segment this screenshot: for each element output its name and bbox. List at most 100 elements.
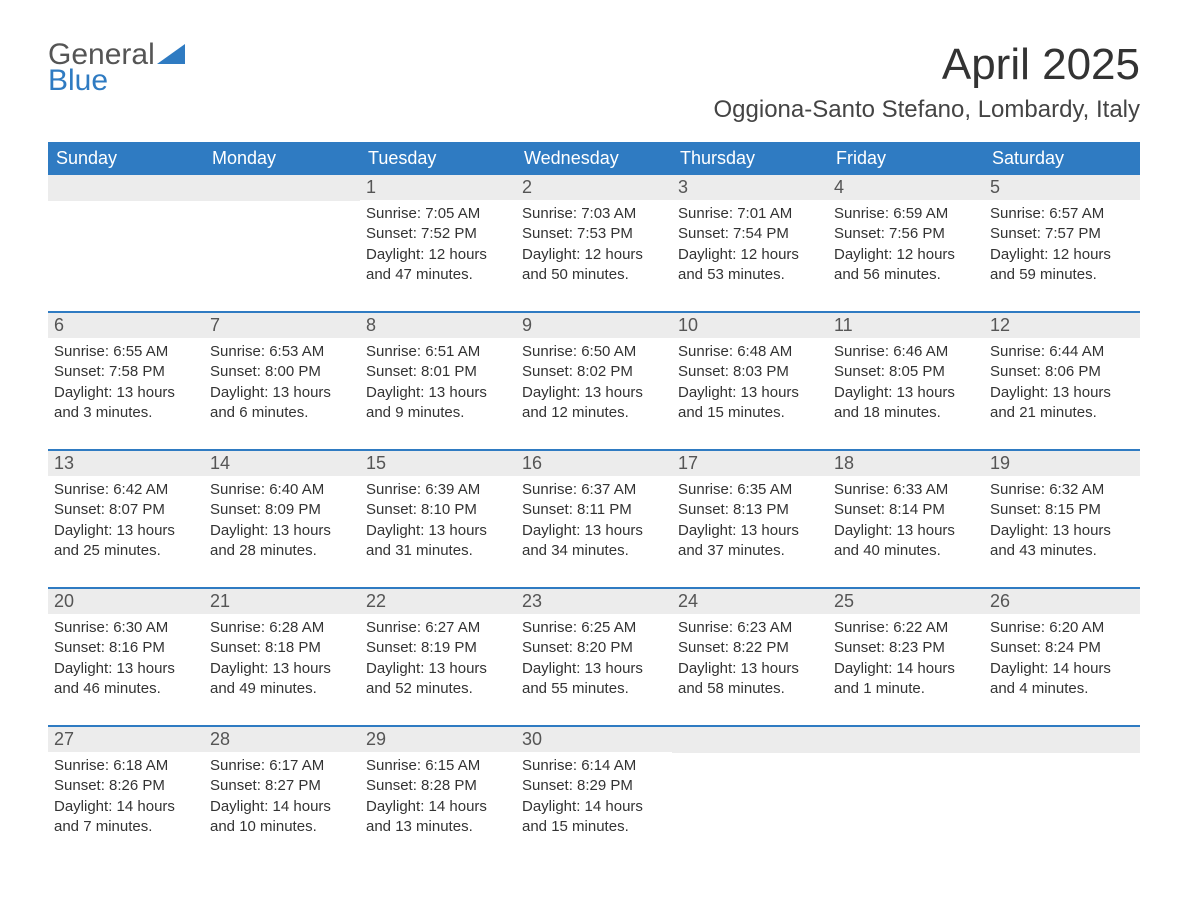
day-number: 26	[984, 589, 1140, 614]
sunset-text: Sunset: 8:06 PM	[990, 362, 1134, 382]
sunset-text: Sunset: 8:23 PM	[834, 638, 978, 658]
sunset-text: Sunset: 8:22 PM	[678, 638, 822, 658]
sunset-text: Sunset: 8:01 PM	[366, 362, 510, 382]
dow-monday: Monday	[204, 142, 360, 175]
sunrise-text: Sunrise: 6:23 AM	[678, 618, 822, 638]
sunset-text: Sunset: 8:13 PM	[678, 500, 822, 520]
day-number: 15	[360, 451, 516, 476]
sunrise-text: Sunrise: 6:44 AM	[990, 342, 1134, 362]
day-details: Sunrise: 6:14 AMSunset: 8:29 PMDaylight:…	[516, 752, 672, 847]
day-number: 11	[828, 313, 984, 338]
weeks-container: 1Sunrise: 7:05 AMSunset: 7:52 PMDaylight…	[48, 175, 1140, 853]
sunset-text: Sunset: 8:11 PM	[522, 500, 666, 520]
calendar: Sunday Monday Tuesday Wednesday Thursday…	[48, 142, 1140, 853]
sunset-text: Sunset: 8:10 PM	[366, 500, 510, 520]
sunset-text: Sunset: 8:18 PM	[210, 638, 354, 658]
day-details: Sunrise: 6:53 AMSunset: 8:00 PMDaylight:…	[204, 338, 360, 433]
calendar-day: 22Sunrise: 6:27 AMSunset: 8:19 PMDayligh…	[360, 589, 516, 715]
calendar-day	[828, 727, 984, 853]
calendar-day: 27Sunrise: 6:18 AMSunset: 8:26 PMDayligh…	[48, 727, 204, 853]
sunrise-text: Sunrise: 6:35 AM	[678, 480, 822, 500]
sunrise-text: Sunrise: 6:51 AM	[366, 342, 510, 362]
title-block: April 2025 Oggiona-Santo Stefano, Lombar…	[714, 40, 1140, 124]
sunset-text: Sunset: 8:15 PM	[990, 500, 1134, 520]
calendar-day: 6Sunrise: 6:55 AMSunset: 7:58 PMDaylight…	[48, 313, 204, 439]
dow-tuesday: Tuesday	[360, 142, 516, 175]
sunrise-text: Sunrise: 6:57 AM	[990, 204, 1134, 224]
day-number: 29	[360, 727, 516, 752]
sunset-text: Sunset: 7:56 PM	[834, 224, 978, 244]
day-number: 19	[984, 451, 1140, 476]
sunset-text: Sunset: 8:14 PM	[834, 500, 978, 520]
calendar-day: 13Sunrise: 6:42 AMSunset: 8:07 PMDayligh…	[48, 451, 204, 577]
daylight-text: Daylight: 12 hours and 56 minutes.	[834, 245, 978, 286]
sunset-text: Sunset: 8:27 PM	[210, 776, 354, 796]
sunset-text: Sunset: 7:54 PM	[678, 224, 822, 244]
day-details: Sunrise: 6:22 AMSunset: 8:23 PMDaylight:…	[828, 614, 984, 709]
sunrise-text: Sunrise: 6:25 AM	[522, 618, 666, 638]
calendar-week: 20Sunrise: 6:30 AMSunset: 8:16 PMDayligh…	[48, 587, 1140, 715]
calendar-day	[984, 727, 1140, 853]
sunset-text: Sunset: 8:20 PM	[522, 638, 666, 658]
day-details: Sunrise: 6:18 AMSunset: 8:26 PMDaylight:…	[48, 752, 204, 847]
day-details: Sunrise: 6:20 AMSunset: 8:24 PMDaylight:…	[984, 614, 1140, 709]
daylight-text: Daylight: 13 hours and 40 minutes.	[834, 521, 978, 562]
day-number: 4	[828, 175, 984, 200]
daylight-text: Daylight: 13 hours and 49 minutes.	[210, 659, 354, 700]
day-details: Sunrise: 6:17 AMSunset: 8:27 PMDaylight:…	[204, 752, 360, 847]
day-number: 17	[672, 451, 828, 476]
sunset-text: Sunset: 8:19 PM	[366, 638, 510, 658]
day-details: Sunrise: 6:32 AMSunset: 8:15 PMDaylight:…	[984, 476, 1140, 571]
daylight-text: Daylight: 13 hours and 15 minutes.	[678, 383, 822, 424]
day-details: Sunrise: 6:40 AMSunset: 8:09 PMDaylight:…	[204, 476, 360, 571]
daylight-text: Daylight: 13 hours and 34 minutes.	[522, 521, 666, 562]
calendar-day: 23Sunrise: 6:25 AMSunset: 8:20 PMDayligh…	[516, 589, 672, 715]
calendar-day: 28Sunrise: 6:17 AMSunset: 8:27 PMDayligh…	[204, 727, 360, 853]
calendar-day: 10Sunrise: 6:48 AMSunset: 8:03 PMDayligh…	[672, 313, 828, 439]
daylight-text: Daylight: 13 hours and 52 minutes.	[366, 659, 510, 700]
daylight-text: Daylight: 13 hours and 28 minutes.	[210, 521, 354, 562]
sunset-text: Sunset: 8:29 PM	[522, 776, 666, 796]
sunrise-text: Sunrise: 6:18 AM	[54, 756, 198, 776]
daylight-text: Daylight: 12 hours and 53 minutes.	[678, 245, 822, 286]
sunset-text: Sunset: 8:16 PM	[54, 638, 198, 658]
calendar-day: 25Sunrise: 6:22 AMSunset: 8:23 PMDayligh…	[828, 589, 984, 715]
day-number: 30	[516, 727, 672, 752]
sunrise-text: Sunrise: 6:46 AM	[834, 342, 978, 362]
day-number: 12	[984, 313, 1140, 338]
calendar-day	[204, 175, 360, 301]
sunrise-text: Sunrise: 6:55 AM	[54, 342, 198, 362]
daylight-text: Daylight: 13 hours and 9 minutes.	[366, 383, 510, 424]
sunrise-text: Sunrise: 6:20 AM	[990, 618, 1134, 638]
calendar-day: 24Sunrise: 6:23 AMSunset: 8:22 PMDayligh…	[672, 589, 828, 715]
day-number: 22	[360, 589, 516, 614]
dow-thursday: Thursday	[672, 142, 828, 175]
day-number: 28	[204, 727, 360, 752]
sunrise-text: Sunrise: 6:33 AM	[834, 480, 978, 500]
sunrise-text: Sunrise: 6:37 AM	[522, 480, 666, 500]
daylight-text: Daylight: 14 hours and 1 minute.	[834, 659, 978, 700]
day-number: 18	[828, 451, 984, 476]
day-number: 25	[828, 589, 984, 614]
day-of-week-header: Sunday Monday Tuesday Wednesday Thursday…	[48, 142, 1140, 175]
calendar-day: 5Sunrise: 6:57 AMSunset: 7:57 PMDaylight…	[984, 175, 1140, 301]
day-details: Sunrise: 6:50 AMSunset: 8:02 PMDaylight:…	[516, 338, 672, 433]
sunrise-text: Sunrise: 7:01 AM	[678, 204, 822, 224]
day-details: Sunrise: 6:30 AMSunset: 8:16 PMDaylight:…	[48, 614, 204, 709]
dow-sunday: Sunday	[48, 142, 204, 175]
calendar-week: 13Sunrise: 6:42 AMSunset: 8:07 PMDayligh…	[48, 449, 1140, 577]
day-details: Sunrise: 6:23 AMSunset: 8:22 PMDaylight:…	[672, 614, 828, 709]
day-number: 10	[672, 313, 828, 338]
day-number	[48, 175, 204, 201]
sunrise-text: Sunrise: 6:48 AM	[678, 342, 822, 362]
sunrise-text: Sunrise: 6:50 AM	[522, 342, 666, 362]
calendar-day: 3Sunrise: 7:01 AMSunset: 7:54 PMDaylight…	[672, 175, 828, 301]
calendar-day: 12Sunrise: 6:44 AMSunset: 8:06 PMDayligh…	[984, 313, 1140, 439]
daylight-text: Daylight: 13 hours and 31 minutes.	[366, 521, 510, 562]
sunrise-text: Sunrise: 6:28 AM	[210, 618, 354, 638]
day-number: 9	[516, 313, 672, 338]
location-subtitle: Oggiona-Santo Stefano, Lombardy, Italy	[714, 96, 1140, 124]
dow-friday: Friday	[828, 142, 984, 175]
calendar-day: 4Sunrise: 6:59 AMSunset: 7:56 PMDaylight…	[828, 175, 984, 301]
daylight-text: Daylight: 14 hours and 13 minutes.	[366, 797, 510, 838]
